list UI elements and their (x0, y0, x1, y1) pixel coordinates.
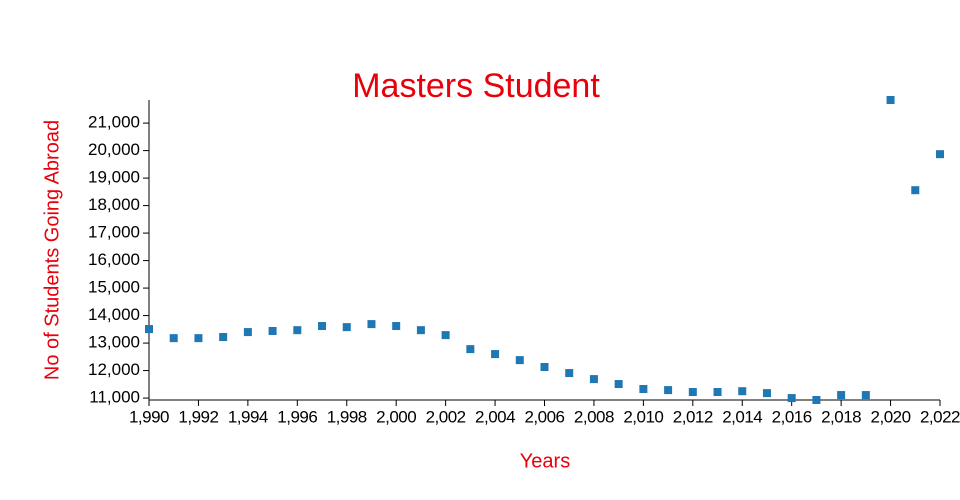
point (293, 326, 302, 335)
point (837, 391, 846, 400)
x-tick-label: 2,012 (673, 407, 713, 426)
point (911, 186, 920, 195)
x-tick-label: 1,990 (129, 407, 169, 426)
x-axis-label: Years (520, 450, 570, 472)
x-tick-label: 2,006 (524, 407, 564, 426)
x-tick-label: 2,018 (821, 407, 861, 426)
point (515, 356, 524, 365)
x-tick-label: 1,994 (228, 407, 268, 426)
point (367, 320, 376, 329)
point (688, 388, 697, 397)
y-axis-label: No of Students Going Abroad (41, 120, 63, 380)
y-tick-label: 21,000 (88, 113, 140, 132)
point (194, 334, 203, 343)
point (169, 334, 178, 343)
point (589, 375, 598, 384)
y-tick-label: 15,000 (88, 278, 140, 297)
point (145, 325, 153, 334)
y-tick-label: 17,000 (88, 223, 140, 242)
point (466, 345, 475, 354)
y-tick-label: 13,000 (88, 333, 140, 352)
point (886, 96, 895, 104)
x-tick-label: 1,992 (178, 407, 218, 426)
x-tick-label: 2,016 (772, 407, 812, 426)
point (787, 394, 796, 403)
x-tick-label: 2,008 (574, 407, 614, 426)
point (565, 369, 574, 378)
point (614, 380, 623, 389)
point (812, 396, 821, 404)
point (540, 363, 549, 372)
x-tick-label: 1,998 (327, 407, 367, 426)
x-tick-label: 2,022 (920, 407, 960, 426)
point (441, 331, 450, 340)
y-tick-label: 18,000 (88, 195, 140, 214)
point (268, 326, 277, 335)
x-tick-label: 2,000 (376, 407, 416, 426)
point (762, 389, 771, 398)
x-tick-label: 1,996 (277, 407, 317, 426)
x-tick-label: 2,004 (475, 407, 515, 426)
y-tick-label: 12,000 (88, 360, 140, 379)
point (318, 322, 327, 331)
x-tick-label: 2,020 (871, 407, 911, 426)
chart-title: Masters Student (352, 67, 600, 105)
y-tick-label: 16,000 (88, 250, 140, 269)
point (491, 350, 500, 359)
y-tick-label: 14,000 (88, 305, 140, 324)
y-tick-label: 20,000 (88, 140, 140, 159)
point (664, 386, 673, 395)
point (243, 328, 252, 337)
y-tick-label: 19,000 (88, 168, 140, 187)
x-tick-label: 2,002 (426, 407, 466, 426)
point (342, 323, 351, 332)
y-tick-label: 11,000 (89, 388, 140, 407)
point (738, 387, 747, 396)
point (392, 322, 401, 331)
point (861, 391, 870, 400)
point (219, 333, 228, 342)
x-tick-label: 2,010 (623, 407, 663, 426)
point (713, 388, 722, 397)
point (639, 385, 648, 394)
point (936, 150, 944, 159)
point (416, 326, 425, 335)
x-tick-label: 2,014 (722, 407, 762, 426)
